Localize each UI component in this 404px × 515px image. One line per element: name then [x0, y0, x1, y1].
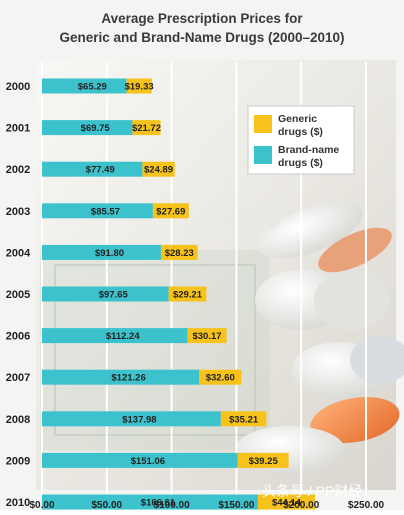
y-category-label: 2008 [6, 414, 30, 426]
bar-generic [220, 411, 267, 427]
bar-brand-name [42, 203, 153, 219]
bar-brand-name [42, 411, 221, 427]
bar-generic-label: $30.17 [192, 331, 221, 342]
bar-generic [168, 286, 207, 302]
watermark: 头条号 / PP财经 [262, 483, 362, 499]
bar-generic-label: $24.89 [144, 165, 173, 176]
bar-generic-label: $29.21 [173, 290, 203, 301]
bar-generic-label: $44.14 [272, 498, 302, 509]
legend: Generic drugs ($) Brand-name drugs ($) [247, 105, 355, 175]
bar-brand-name [42, 369, 200, 385]
y-category-label: 2002 [6, 164, 30, 176]
legend-label-generic-2: drugs ($) [278, 126, 323, 138]
legend-label-brand-2: drugs ($) [278, 157, 323, 169]
bar-generic [142, 161, 175, 177]
bar-brand-name [42, 161, 143, 177]
bar-brand-name-label: $121.26 [111, 373, 145, 384]
y-category-label: 2003 [6, 206, 30, 218]
bar-brand-name-label: $69.75 [81, 123, 111, 134]
bar-brand-name [42, 78, 127, 94]
x-tick-label: $200.00 [283, 500, 320, 510]
bar-generic-label: $35.21 [229, 414, 259, 425]
bar-generic [132, 120, 161, 136]
y-category-label: 2000 [6, 81, 30, 93]
bar-generic [257, 494, 316, 510]
bar-generic [237, 452, 289, 468]
y-category-label: 2001 [6, 123, 30, 135]
bar-brand-name-label: $91.80 [95, 248, 124, 259]
x-tick-label: $150.00 [218, 500, 255, 510]
chart-subtitle: Generic and Brand-Name Drugs (2000–2010) [59, 30, 344, 45]
bar-generic [199, 369, 242, 385]
bar-brand-name-label: $85.57 [91, 206, 120, 217]
x-axis-labels: $0.00 $50.00 $100.00 $150.00 $200.00 $250.00 [29, 500, 385, 511]
bar-brand-name-label: $77.49 [86, 165, 115, 176]
y-category-label: 2004 [6, 247, 31, 259]
bar-brand-name-label: $65.29 [78, 82, 107, 93]
bar-brand-name [42, 244, 161, 260]
bar-brand-name [42, 120, 133, 136]
bar-generic-label: $19.33 [125, 82, 154, 93]
y-category-label: 2007 [6, 372, 30, 384]
y-category-label: 2010 [6, 497, 30, 509]
bar-generic [152, 203, 189, 219]
bar-brand-name [42, 494, 258, 510]
y-category-label: 2005 [6, 289, 30, 301]
x-tick-label: $100.00 [154, 500, 191, 510]
bar-generic-label: $21.72 [132, 123, 161, 134]
bar-generic-label: $39.25 [249, 456, 279, 467]
bar-generic [126, 78, 152, 94]
bar-brand-name [42, 452, 238, 468]
bar-brand-name-label: $137.98 [122, 414, 156, 425]
bar-brand-name-label: $112.24 [106, 331, 141, 342]
y-axis-labels: 2000 2001 2002 2003 2004 2005 2006 2007 2008 2009… [6, 81, 31, 509]
y-category-label: 2006 [6, 331, 30, 343]
bar-generic-label: $28.23 [165, 248, 194, 259]
x-tick-label: $0.00 [29, 500, 54, 510]
bar-generic-label: $32.60 [206, 373, 235, 384]
legend-swatch-brand [254, 146, 272, 164]
bars: $65.29 $19.33 $69.75 $21.72 $77.49 $24.89 $85.… [42, 78, 316, 510]
bar-brand-name [42, 328, 188, 344]
bar-brand-name [42, 286, 169, 302]
bar-brand-name-label: $97.65 [99, 290, 129, 301]
x-tick-label: $50.00 [92, 500, 123, 510]
bar-generic-label: $27.69 [156, 206, 185, 217]
chart-title: Average Prescription Prices for [101, 11, 303, 26]
bar-brand-name-label: $166.61 [141, 498, 176, 509]
legend-swatch-generic [254, 115, 272, 133]
y-category-label: 2009 [6, 455, 30, 467]
legend-label-generic-1: Generic [278, 113, 317, 125]
bar-brand-name-label: $151.06 [131, 456, 165, 467]
legend-label-brand-1: Brand-name [278, 144, 339, 156]
bar-generic [160, 244, 198, 260]
bar-generic [187, 328, 227, 344]
x-tick-label: $250.00 [348, 500, 385, 510]
